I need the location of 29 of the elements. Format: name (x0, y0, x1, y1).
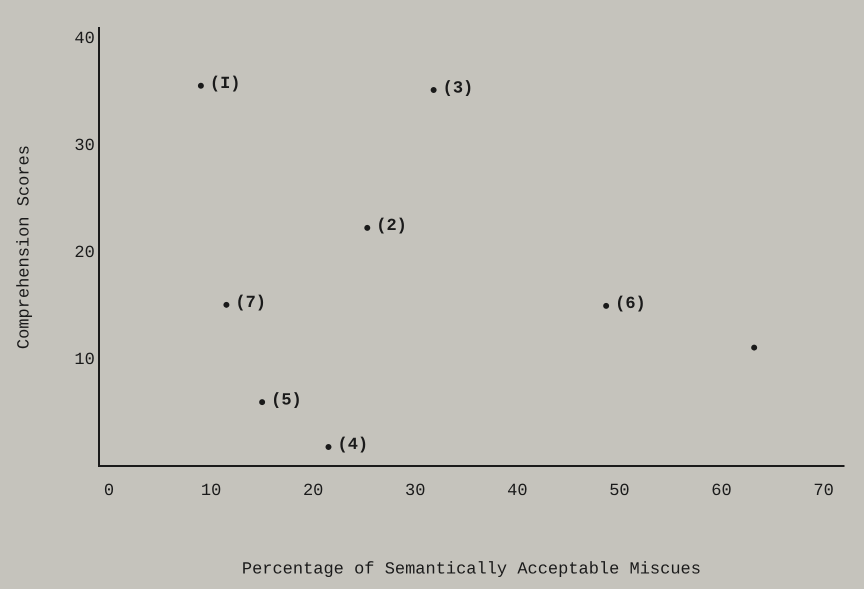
annotation: (4) (337, 436, 368, 456)
point (603, 302, 610, 309)
point (430, 86, 437, 93)
x-tick-label: 50 (609, 482, 630, 501)
x-tick-label: 60 (711, 482, 732, 501)
point (198, 82, 204, 89)
x-tick-label: 0 (104, 482, 114, 501)
y-tick-label: 40 (74, 30, 95, 50)
x-tick-label: 40 (507, 482, 528, 501)
x-tick-label: 30 (405, 482, 426, 501)
y-axis-title: Comprehension Scores (16, 145, 35, 350)
point (751, 344, 758, 351)
annotation: (3) (442, 79, 474, 98)
x-axis-title: Percentage of Semantically Acceptable Miscues (242, 560, 701, 580)
point (364, 224, 370, 231)
annotation: (2) (376, 217, 407, 236)
x-tick-label: 10 (200, 482, 222, 501)
point (223, 302, 230, 308)
point (259, 399, 266, 406)
annotation: (5) (271, 391, 302, 410)
y-tick-label: 20 (74, 244, 95, 263)
point (325, 444, 332, 450)
annotation: (6) (615, 295, 646, 314)
x-tick-label: 20 (302, 482, 324, 501)
y-tick-label: 10 (74, 350, 95, 370)
annotation: (I) (210, 74, 240, 94)
y-tick-label: 30 (74, 137, 95, 156)
x-tick-label: 70 (813, 482, 834, 501)
annotation: (7) (235, 294, 266, 314)
